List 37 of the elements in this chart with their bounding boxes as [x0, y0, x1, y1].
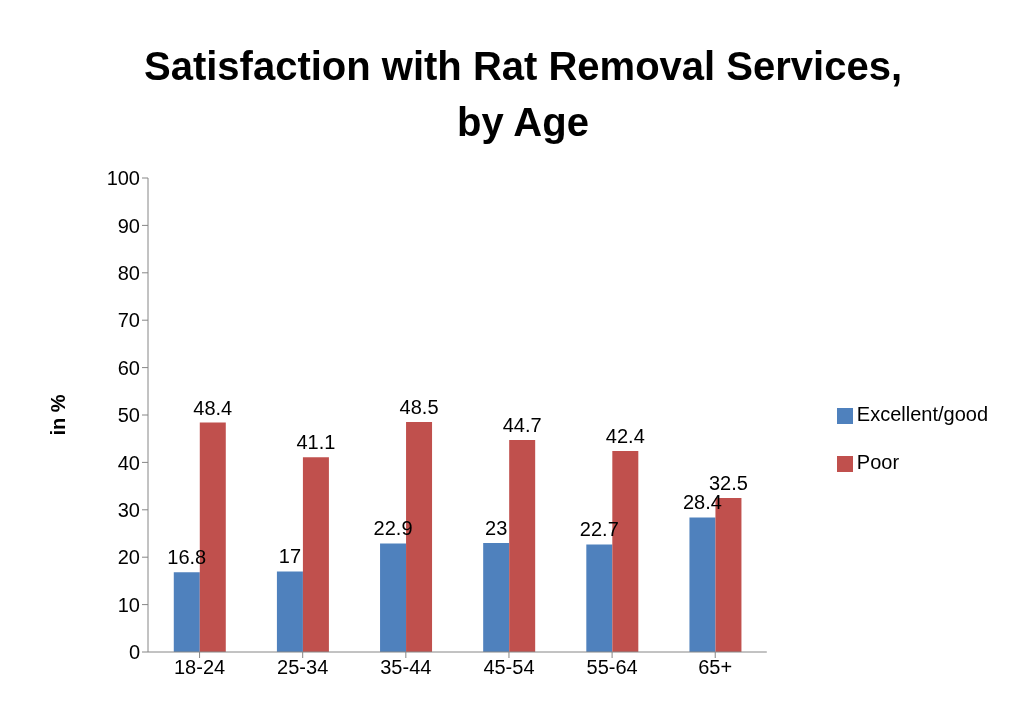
- y-tick-label: 100: [106, 167, 140, 190]
- data-label: 44.7: [502, 414, 542, 437]
- y-tick-label: 40: [117, 451, 140, 474]
- y-axis-title: in %: [47, 394, 70, 436]
- y-tick-label: 90: [117, 214, 140, 237]
- x-tick-label: 65+: [698, 656, 733, 679]
- bar: [483, 542, 510, 652]
- y-tick-label: 20: [117, 546, 140, 569]
- bar: [689, 517, 716, 652]
- x-tick-label: 25-34: [277, 656, 329, 679]
- data-label: 48.4: [193, 396, 233, 419]
- chart-title: Satisfaction with Rat Removal Services, by Age: [142, 43, 903, 146]
- x-tick-label: 45-54: [483, 656, 535, 679]
- bar: [302, 457, 329, 652]
- data-label: 42.4: [605, 425, 645, 448]
- data-label: 32.5: [708, 471, 748, 494]
- y-tick-label: 30: [117, 498, 140, 521]
- data-label: 41.1: [296, 431, 336, 454]
- data-label: 23: [485, 516, 508, 539]
- y-tick-label: 70: [117, 309, 140, 332]
- data-label: 17: [278, 545, 302, 568]
- bar: [276, 571, 303, 652]
- legend-label: Poor: [856, 451, 900, 473]
- y-tick-label: 10: [117, 593, 140, 616]
- x-tick-label: 55-64: [586, 656, 638, 679]
- y-tick-label: 0: [128, 641, 140, 664]
- bar: [586, 544, 613, 652]
- bar: [380, 543, 407, 652]
- bar: [173, 572, 200, 652]
- x-tick-label: 18-24: [173, 656, 226, 679]
- y-tick-label: 60: [117, 356, 140, 379]
- data-label: 48.5: [399, 396, 439, 419]
- legend-label: Excellent/good: [856, 403, 988, 425]
- bar: [509, 440, 536, 652]
- x-tick-label: 35-44: [380, 656, 432, 679]
- y-tick-label: 50: [117, 404, 140, 427]
- y-tick-label: 80: [117, 261, 140, 284]
